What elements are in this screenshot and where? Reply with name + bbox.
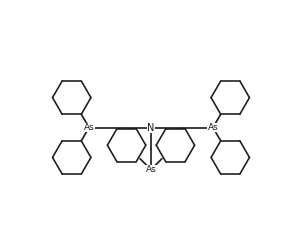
Text: N: N <box>147 123 155 132</box>
Text: As: As <box>84 123 94 132</box>
Text: As: As <box>208 123 218 132</box>
Text: As: As <box>146 165 156 174</box>
